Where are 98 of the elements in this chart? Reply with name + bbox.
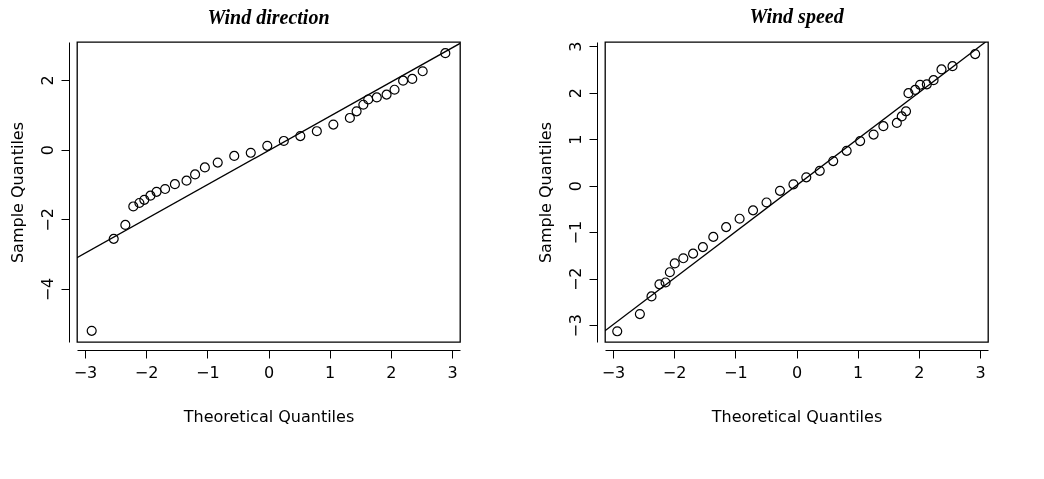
point <box>947 61 958 72</box>
x-tick-label: −3 <box>73 362 98 382</box>
chart-title: Wind speed <box>749 5 845 29</box>
point <box>970 49 981 60</box>
point <box>612 326 623 337</box>
y-tick-label: −2 <box>565 267 585 292</box>
x-tick-label: 1 <box>325 362 336 382</box>
y-tick-label: 1 <box>565 134 585 145</box>
point <box>646 291 657 302</box>
point <box>936 64 947 75</box>
chart-title: Wind direction <box>207 6 330 28</box>
point <box>634 309 645 320</box>
point <box>145 190 156 201</box>
point <box>190 169 201 180</box>
point <box>788 179 799 190</box>
x-tick-label: 1 <box>853 362 864 382</box>
point <box>828 156 839 167</box>
x-tick-label: −1 <box>724 362 748 382</box>
point <box>896 111 907 122</box>
point <box>151 186 162 197</box>
point <box>229 150 240 161</box>
x-tick-label: 0 <box>263 362 275 382</box>
point <box>761 197 772 208</box>
point <box>120 219 131 230</box>
point <box>669 258 680 269</box>
point <box>910 84 921 95</box>
point <box>734 213 745 224</box>
point <box>654 279 665 290</box>
y-tick-label: −3 <box>565 313 585 338</box>
point <box>169 179 180 190</box>
point <box>900 106 912 117</box>
point <box>139 194 150 205</box>
point <box>721 222 732 233</box>
point <box>688 248 699 259</box>
point <box>108 233 119 244</box>
point <box>351 106 362 117</box>
y-tick-label: 3 <box>565 41 585 52</box>
point <box>747 205 759 216</box>
point <box>212 157 223 168</box>
y-axis-title: Sample Quantiles <box>7 121 27 264</box>
point <box>878 121 889 132</box>
point <box>841 145 852 156</box>
y-axis-title: Sample Quantiles <box>535 121 555 264</box>
point <box>262 140 273 151</box>
point <box>278 135 289 147</box>
x-axis-title: Theoretical Quantiles <box>182 406 355 426</box>
point <box>891 117 902 128</box>
x-axis-title: Theoretical Quantiles <box>710 406 883 426</box>
x-tick-label: −2 <box>134 362 159 382</box>
point <box>814 165 825 176</box>
point <box>181 175 192 186</box>
point <box>664 267 675 278</box>
point <box>774 185 786 196</box>
point <box>295 131 306 142</box>
point <box>134 197 145 209</box>
point <box>311 126 322 137</box>
point <box>381 89 392 100</box>
x-tick-label: 3 <box>447 362 458 382</box>
point <box>928 75 939 86</box>
y-tick-label: −1 <box>565 220 585 245</box>
point <box>801 172 812 183</box>
x-tick-label: −3 <box>601 362 626 382</box>
y-tick-label: 0 <box>37 145 57 156</box>
point <box>915 79 926 90</box>
point <box>328 119 339 130</box>
y-tick-label: −4 <box>37 277 57 302</box>
point <box>344 112 355 124</box>
point <box>86 325 97 336</box>
point <box>855 136 866 147</box>
point <box>921 79 932 90</box>
x-tick-label: 2 <box>386 362 397 382</box>
y-tick-label: −2 <box>37 208 57 232</box>
point <box>389 84 400 95</box>
point <box>199 162 210 173</box>
point <box>903 88 914 99</box>
x-tick-label: −1 <box>196 362 220 382</box>
point <box>160 183 171 195</box>
point <box>678 253 689 264</box>
point <box>440 48 451 59</box>
y-tick-label: 2 <box>565 88 585 99</box>
x-tick-label: 2 <box>914 362 925 382</box>
point <box>363 94 374 105</box>
point <box>697 242 708 253</box>
y-tick-label: 0 <box>565 181 585 192</box>
point <box>358 99 369 110</box>
point <box>708 231 719 242</box>
point <box>407 73 418 84</box>
x-tick-label: −2 <box>662 362 687 382</box>
point <box>128 201 139 212</box>
x-tick-label: 3 <box>975 362 986 382</box>
point <box>868 129 879 140</box>
x-tick-label: 0 <box>791 362 803 382</box>
point <box>660 277 671 288</box>
point <box>398 75 409 86</box>
point <box>417 66 428 77</box>
point <box>245 147 256 158</box>
y-tick-label: 2 <box>37 75 57 86</box>
point <box>371 92 382 103</box>
